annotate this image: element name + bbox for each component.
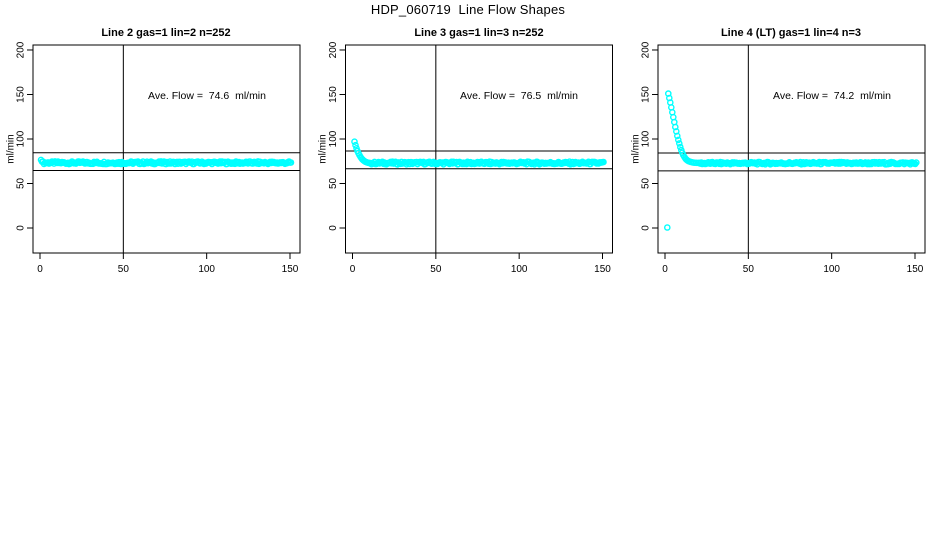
- x-axis-tick-label: 0: [662, 264, 668, 275]
- figure-title: HDP_060719 Line Flow Shapes: [370, 2, 566, 17]
- x-axis-tick-label: 100: [511, 264, 528, 275]
- x-axis-tick-label: 50: [118, 264, 130, 275]
- x-axis-tick-label: 100: [198, 264, 215, 275]
- data-point: [287, 159, 295, 166]
- x-axis-tick-label: 50: [743, 264, 755, 275]
- x-axis-tick-label: 0: [37, 264, 43, 275]
- x-axis-tick-label: 150: [282, 264, 299, 275]
- data-point: [600, 158, 607, 166]
- plot1-ave-flow-annotation: Ave. Flow = 74.6 ml/min: [148, 90, 266, 102]
- data-point: [913, 159, 920, 166]
- plot-box: [345, 44, 613, 254]
- y-axis-tick-label: 0: [641, 225, 652, 231]
- data-point: [352, 141, 359, 149]
- data-point: [675, 136, 682, 144]
- y-axis-tick-label: 150: [328, 86, 339, 103]
- plot1-title: Line 2 gas=1 lin=2 n=252: [101, 27, 231, 39]
- x-axis-tick-label: 150: [594, 264, 611, 275]
- plot1-y-axis-label: ml/min: [5, 134, 17, 164]
- y-axis-tick-label: 50: [328, 177, 339, 189]
- y-axis-tick-label: 0: [328, 225, 339, 231]
- plot3-title: Line 4 (LT) gas=1 lin=4 n=3: [720, 27, 862, 39]
- y-axis-tick-label: 150: [16, 86, 27, 103]
- plot-box: [657, 44, 926, 254]
- y-axis-tick-label: 100: [641, 130, 652, 147]
- y-axis-tick-label: 100: [16, 130, 27, 147]
- data-point: [351, 138, 358, 145]
- y-axis-tick-label: 100: [328, 130, 339, 147]
- y-axis-tick-label: 200: [16, 41, 27, 58]
- data-point: [677, 143, 684, 151]
- x-axis-tick-label: 0: [350, 264, 356, 275]
- data-point: [664, 224, 671, 231]
- x-axis-tick-label: 100: [823, 264, 840, 275]
- plot2-ave-flow-annotation: Ave. Flow = 76.5 ml/min: [460, 90, 578, 102]
- plot2-y-axis-label: ml/min: [317, 134, 329, 164]
- plot3-ave-flow-annotation: Ave. Flow = 74.2 ml/min: [773, 90, 891, 102]
- data-point: [674, 132, 681, 140]
- y-axis-tick-label: 150: [641, 86, 652, 103]
- x-axis-tick-label: 150: [907, 264, 924, 275]
- y-axis-tick-label: 200: [328, 41, 339, 58]
- plot-box: [32, 44, 301, 254]
- y-axis-tick-label: 50: [16, 177, 27, 189]
- y-axis-tick-label: 200: [641, 41, 652, 58]
- y-axis-tick-label: 50: [641, 177, 652, 189]
- plot2-title: Line 3 gas=1 lin=3 n=252: [414, 27, 544, 39]
- data-point: [676, 140, 683, 147]
- plot3-y-axis-label: ml/min: [630, 134, 642, 164]
- y-axis-tick-label: 0: [16, 225, 27, 231]
- x-axis-tick-label: 50: [430, 264, 442, 275]
